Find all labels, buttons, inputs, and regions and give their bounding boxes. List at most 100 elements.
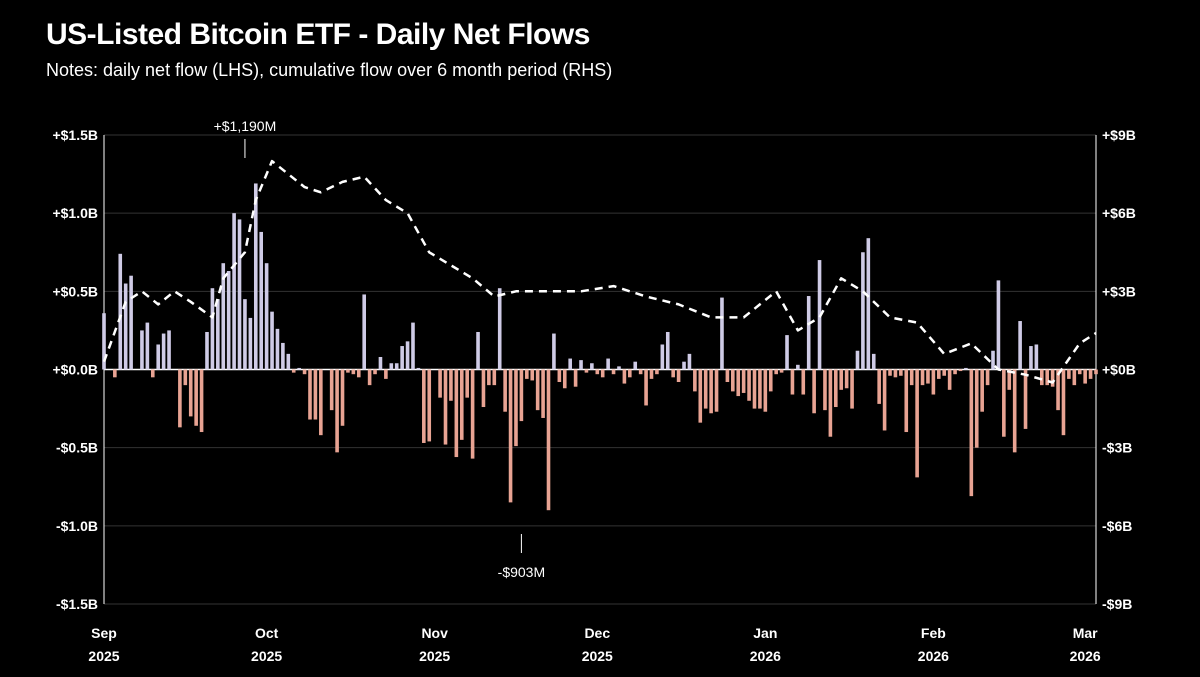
y-left-tick-label: -$0.5B xyxy=(56,440,98,456)
flow-bar xyxy=(855,350,860,370)
flow-bar xyxy=(850,369,854,409)
x-tick-month: Dec xyxy=(584,625,610,641)
flow-bar xyxy=(839,369,844,390)
flow-bar xyxy=(665,331,670,370)
flow-bar xyxy=(600,369,605,378)
flow-bar xyxy=(698,369,703,423)
flow-bar xyxy=(183,369,188,386)
flow-bar xyxy=(346,369,350,373)
flow-bar xyxy=(118,253,123,370)
flow-bar xyxy=(508,369,513,503)
flow-bar xyxy=(693,369,697,392)
flow-bar xyxy=(438,369,442,398)
flow-bar xyxy=(926,369,930,384)
flow-bar xyxy=(123,283,128,370)
flow-bar xyxy=(942,369,947,376)
flow-bar xyxy=(1077,369,1082,375)
flow-bar xyxy=(741,369,746,393)
flow-bar xyxy=(752,369,757,409)
flow-bar xyxy=(920,369,925,386)
flow-bar xyxy=(611,369,616,375)
flow-bar xyxy=(834,369,838,408)
flow-bar xyxy=(199,369,204,433)
flow-bar xyxy=(411,322,415,370)
flow-bar xyxy=(514,369,518,447)
flow-bar xyxy=(351,369,356,375)
flow-bar xyxy=(216,299,220,370)
flow-bar xyxy=(313,369,318,420)
flow-bar xyxy=(736,369,741,397)
x-tick-year: 2025 xyxy=(582,648,613,664)
flow-bar xyxy=(384,369,388,379)
y-left-tick-label: +$1.0B xyxy=(52,205,98,221)
flow-bar xyxy=(535,369,540,411)
y-left-tick-label: +$0.0B xyxy=(52,362,98,378)
flow-bar xyxy=(1023,369,1028,429)
flow-bar xyxy=(237,219,242,370)
flow-bar xyxy=(882,369,887,431)
flow-bar xyxy=(302,369,307,375)
flow-bar xyxy=(796,364,800,370)
flow-bar xyxy=(660,344,665,370)
flow-bar xyxy=(996,280,1001,370)
flow-bar xyxy=(1045,369,1050,386)
flow-bar xyxy=(628,369,632,378)
flow-bar xyxy=(617,366,621,370)
flow-bar xyxy=(991,350,995,370)
flow-bar xyxy=(335,369,339,453)
flow-bar xyxy=(720,297,724,370)
x-tick-month: Nov xyxy=(421,625,448,641)
flow-bar xyxy=(340,369,345,426)
x-tick-month: Sep xyxy=(91,625,117,641)
flow-bar xyxy=(747,369,751,401)
flow-bar xyxy=(763,369,768,412)
flow-bar xyxy=(367,369,372,386)
flow-bar xyxy=(476,331,480,370)
y-right-tick-label: +$9B xyxy=(1102,127,1136,143)
flow-bar xyxy=(221,263,226,370)
flow-bar xyxy=(725,369,730,383)
x-tick-year: 2026 xyxy=(918,648,949,664)
flow-bar xyxy=(405,341,410,370)
flow-bar xyxy=(205,331,209,370)
flow-bar xyxy=(899,369,903,376)
flow-bar xyxy=(552,333,556,370)
flow-bar xyxy=(519,369,524,422)
x-tick-year: 2026 xyxy=(1070,648,1101,664)
flow-bar xyxy=(568,358,572,370)
annotation-label: +$1,190M xyxy=(214,118,277,134)
flow-bar xyxy=(1061,369,1066,436)
flow-bar xyxy=(682,361,686,370)
flow-bar xyxy=(1056,369,1060,411)
flow-bar xyxy=(525,369,529,379)
flow-bar xyxy=(243,299,247,370)
chart-title: US-Listed Bitcoin ETF - Daily Net Flows xyxy=(46,18,590,51)
flow-bar xyxy=(443,369,448,445)
chart-subtitle: Notes: daily net flow (LHS), cumulative … xyxy=(46,60,613,80)
flow-bar xyxy=(774,369,778,375)
flow-bar xyxy=(422,369,426,443)
x-tick-month: Oct xyxy=(255,625,279,641)
flow-bar xyxy=(113,369,117,378)
flow-bar xyxy=(156,344,161,370)
flow-bar xyxy=(270,311,274,370)
flow-bar xyxy=(731,369,735,392)
flow-bar xyxy=(801,369,806,395)
flow-bar xyxy=(378,356,383,370)
flow-bar xyxy=(1039,369,1044,386)
flow-bar xyxy=(188,369,193,417)
flow-bar xyxy=(915,369,919,478)
flow-bar xyxy=(459,369,464,440)
flow-bar xyxy=(595,369,600,375)
flow-bar xyxy=(703,369,708,409)
flow-bar xyxy=(714,369,719,412)
flow-bar xyxy=(655,369,659,375)
flow-bar xyxy=(785,335,789,370)
flow-bar xyxy=(687,353,692,370)
flow-bar xyxy=(644,369,648,406)
flow-bar xyxy=(1018,321,1022,370)
flow-bar xyxy=(812,369,816,414)
x-tick-year: 2025 xyxy=(88,648,119,664)
flow-bar xyxy=(1007,369,1012,390)
flow-bar xyxy=(1088,369,1093,379)
